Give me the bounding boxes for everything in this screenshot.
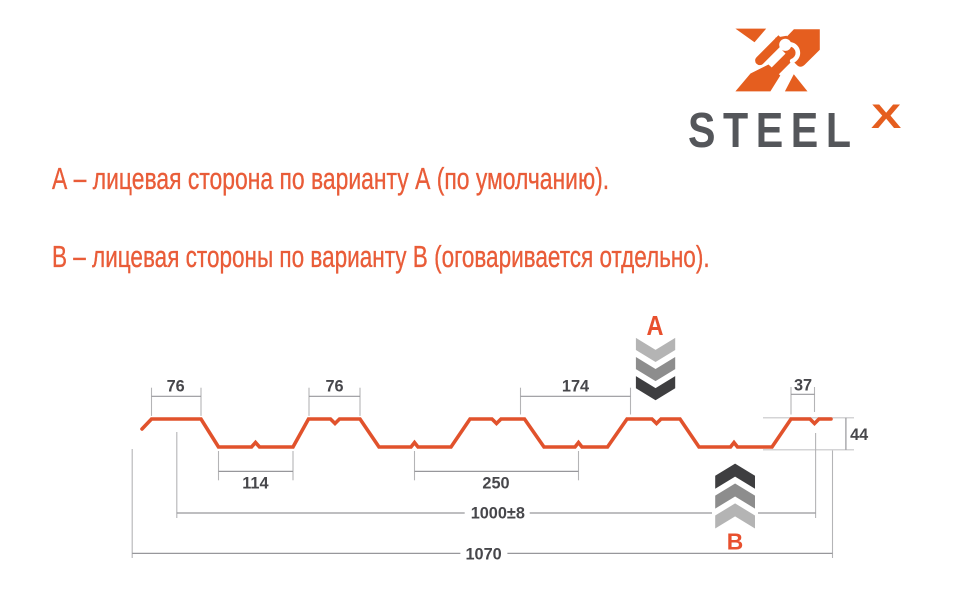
svg-text:1000±8: 1000±8	[471, 505, 525, 523]
svg-text:В: В	[727, 529, 744, 555]
svg-text:44: 44	[850, 426, 868, 444]
svg-text:250: 250	[482, 475, 509, 493]
svg-text:174: 174	[562, 378, 589, 396]
svg-text:А: А	[647, 310, 664, 341]
svg-text:76: 76	[167, 378, 185, 396]
svg-text:114: 114	[242, 475, 268, 493]
svg-text:37: 37	[794, 377, 812, 395]
svg-text:1070: 1070	[465, 545, 501, 563]
svg-text:76: 76	[325, 378, 343, 396]
